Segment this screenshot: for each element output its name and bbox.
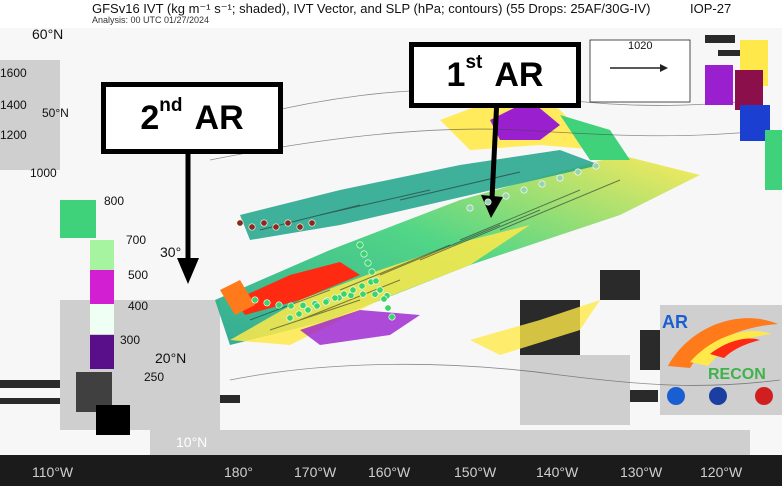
- dropsonde-marker: [502, 192, 510, 200]
- lat-label-60n: 60°N: [32, 26, 64, 42]
- dropsonde-marker: [263, 299, 271, 307]
- ivt-colorbar: [60, 40, 782, 435]
- slp-contour-label: 1020: [628, 40, 653, 52]
- legend-box: [589, 39, 691, 103]
- dropsonde-marker: [275, 301, 283, 309]
- lat-label-10n: 10°N: [176, 434, 208, 450]
- colorbar-value-500: 500: [128, 268, 149, 282]
- dropsonde-marker: [299, 301, 307, 309]
- colorbar-value-400: 400: [128, 299, 149, 313]
- dropsonde-marker: [331, 294, 339, 302]
- lon-label-130w: 130°W: [620, 464, 663, 480]
- dropsonde-marker: [313, 302, 321, 310]
- colorbar-value-300: 300: [120, 333, 141, 347]
- lon-label-140w: 140°W: [536, 464, 579, 480]
- second-ar-text: AR: [194, 99, 244, 137]
- second-ar-ordinal: 2: [140, 99, 160, 137]
- dropsonde-marker: [322, 298, 330, 306]
- iop-label: IOP-27: [690, 1, 732, 16]
- dropsonde-marker: [466, 204, 474, 212]
- gray-panels: [0, 60, 782, 455]
- dropsonde-marker: [384, 304, 392, 312]
- dropsonde-marker: [251, 296, 259, 304]
- lat-label-50n: 50°N: [42, 106, 69, 120]
- colorbar-value-800: 800: [104, 194, 125, 208]
- dropsonde-marker: [380, 295, 388, 303]
- ar-recon-logo: AR RECON: [660, 306, 782, 416]
- dropsonde-marker: [286, 314, 294, 322]
- dropsonde-markers: [236, 162, 600, 322]
- lat-label-20n: 20°N: [155, 350, 187, 366]
- dropsonde-marker: [248, 223, 256, 231]
- analysis-time: Analysis: 00 UTC 01/27/2024: [92, 15, 210, 25]
- dropsonde-marker: [538, 180, 546, 188]
- lon-label-180: 180°: [224, 464, 253, 480]
- logo-recon-text: RECON: [708, 366, 766, 383]
- dropsonde-marker: [371, 290, 379, 298]
- colorbar-value-1000: 1000: [30, 166, 57, 180]
- dropsonde-marker: [484, 198, 492, 206]
- dropsonde-marker: [359, 290, 367, 298]
- dropsonde-marker: [360, 250, 368, 258]
- dropsonde-marker: [376, 286, 384, 294]
- dropsonde-marker: [356, 241, 364, 249]
- ar-recon-swoosh: [667, 318, 778, 405]
- lat-label-30: 30°: [160, 244, 182, 260]
- second-ar-arrow: [177, 152, 199, 284]
- lon-label-170w: 170°W: [294, 464, 337, 480]
- noaa-badge-icon: [667, 387, 685, 405]
- logo-ar-text: AR: [662, 312, 688, 332]
- dropsonde-marker: [287, 302, 295, 310]
- dropsonde-marker: [304, 306, 312, 314]
- dropsonde-marker: [592, 162, 600, 170]
- dropsonde-marker: [574, 168, 582, 176]
- dropsonde-marker: [340, 290, 348, 298]
- usaf-badge-icon: [755, 387, 773, 405]
- bottom-strip: [0, 455, 782, 486]
- lon-label-160w: 160°W: [368, 464, 411, 480]
- colorbar-value-1200: 1200: [0, 128, 27, 142]
- dropsonde-marker: [358, 282, 366, 290]
- dropsonde-marker: [556, 174, 564, 182]
- dropsonde-marker: [368, 268, 376, 276]
- figure-title: GFSv16 IVT (kg m⁻¹ s⁻¹; shaded), IVT Vec…: [92, 1, 651, 16]
- dropsonde-marker: [260, 219, 268, 227]
- dropsonde-marker: [364, 259, 372, 267]
- colorbar-value-250: 250: [144, 370, 165, 384]
- dropsonde-marker: [388, 313, 396, 321]
- legend-arrow-head: [660, 64, 668, 72]
- colorbar-value-1400: 1400: [0, 98, 27, 112]
- colorbar-value-700: 700: [126, 233, 147, 247]
- dropsonde-marker: [349, 286, 357, 294]
- dropsonde-marker: [272, 223, 280, 231]
- colorbar-value-1600: 1600: [0, 66, 27, 80]
- lon-label-120w: 120°W: [700, 464, 743, 480]
- dropsonde-marker: [296, 223, 304, 231]
- lon-label-110w: 110°W: [32, 464, 74, 480]
- lon-label-150w: 150°W: [454, 464, 497, 480]
- cw3e-badge-icon: [709, 387, 727, 405]
- dropsonde-marker: [236, 219, 244, 227]
- dropsonde-marker: [372, 277, 380, 285]
- dropsonde-marker: [284, 219, 292, 227]
- first-ar-text: AR: [494, 56, 544, 94]
- dropsonde-marker: [308, 219, 316, 227]
- first-ar-ordinal: 1: [446, 56, 466, 94]
- dropsonde-marker: [295, 310, 303, 318]
- dropsonde-marker: [520, 186, 528, 194]
